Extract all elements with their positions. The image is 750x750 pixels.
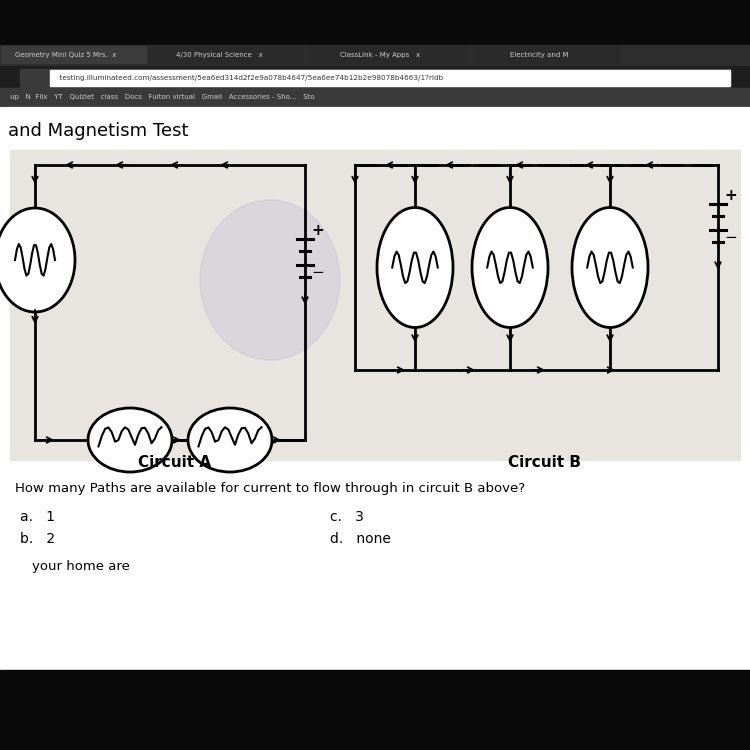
Ellipse shape [0, 208, 75, 312]
Ellipse shape [377, 208, 453, 328]
Bar [473, 46, 621, 64]
Bar [1, 46, 147, 64]
Bar [0, 0, 750, 55]
Text: ClassLink - My Apps   x: ClassLink - My Apps x [340, 52, 420, 58]
Bar [10, 150, 740, 460]
Bar [0, 50, 750, 190]
Bar [20, 69, 730, 87]
Text: 4/30 Physical Science   x: 4/30 Physical Science x [176, 52, 262, 58]
Bar [309, 46, 467, 64]
Ellipse shape [88, 408, 172, 472]
Text: How many Paths are available for current to flow through in circuit B above?: How many Paths are available for current… [15, 482, 525, 495]
Text: Circuit A: Circuit A [139, 455, 212, 470]
Text: −: − [311, 265, 324, 280]
Bar [50, 70, 730, 86]
Bar [0, 45, 750, 65]
Ellipse shape [572, 208, 648, 328]
Ellipse shape [472, 208, 548, 328]
Text: −: − [724, 230, 736, 245]
Text: your home are: your home are [15, 560, 130, 573]
Text: testing.illuminateed.com/assessment/5ea6ed314d2f2e9a078b4647/5ea6ee74b12b2e98078: testing.illuminateed.com/assessment/5ea6… [55, 75, 443, 81]
Text: and Magnetism Test: and Magnetism Test [8, 122, 188, 140]
Bar [151, 46, 304, 64]
Text: a.   1: a. 1 [20, 510, 55, 524]
Bar [0, 107, 750, 750]
Bar [0, 670, 750, 750]
Ellipse shape [188, 408, 272, 472]
Text: b.   2: b. 2 [20, 532, 56, 546]
Text: Circuit B: Circuit B [509, 455, 581, 470]
Text: c.   3: c. 3 [330, 510, 364, 524]
Text: Geometry Mini Quiz 5 Mrs.  x: Geometry Mini Quiz 5 Mrs. x [15, 52, 117, 58]
Ellipse shape [200, 200, 340, 360]
Text: d.   none: d. none [330, 532, 391, 546]
Bar [0, 88, 750, 105]
Text: up   N  Flix   YT   Quizlet   class   Docs   Fulton virtual   Gmail   Accessorie: up N Flix YT Quizlet class Docs Fulton v… [10, 94, 315, 100]
Text: Electricity and M: Electricity and M [510, 52, 568, 58]
Text: +: + [311, 223, 324, 238]
Text: +: + [724, 188, 736, 203]
